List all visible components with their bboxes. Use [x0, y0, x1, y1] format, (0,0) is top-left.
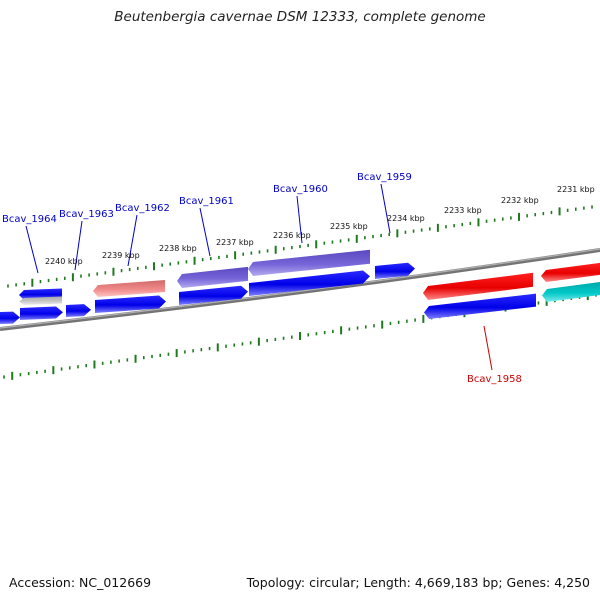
- gene-label-connector: [199, 207, 211, 257]
- tick-label: 2235 kbp: [330, 222, 368, 231]
- accession-text: Accession: NC_012669: [9, 575, 152, 590]
- gene-label-connector: [380, 183, 391, 234]
- gene-e: [179, 285, 248, 305]
- gene-label[interactable]: Bcav_1958: [467, 374, 522, 385]
- gene-label[interactable]: Bcav_1963: [59, 209, 114, 220]
- gene-label[interactable]: Bcav_1964: [2, 214, 57, 225]
- tick-label: 2237 kbp: [216, 238, 254, 247]
- gene-red-2: [541, 262, 600, 282]
- gene-label-connector: [296, 195, 303, 244]
- gene-bcav-1960: [248, 249, 370, 276]
- gene-label[interactable]: Bcav_1961: [179, 196, 234, 207]
- gene-bcav-1958: [424, 293, 536, 319]
- gene-f: [249, 270, 370, 296]
- genome-backbone-highlight: [0, 248, 600, 329]
- tick-label: 2240 kbp: [45, 257, 83, 266]
- gene-label[interactable]: Bcav_1959: [357, 172, 412, 183]
- gene-a: [0, 311, 20, 324]
- gene-bcav-1964-shade: [19, 296, 62, 305]
- gene-bcav-1961: [177, 266, 248, 288]
- tick-labels: 2240 kbp 2239 kbp 2238 kbp 2237 kbp 2236 kbp…: [45, 185, 595, 266]
- gene-features: [0, 249, 600, 324]
- gene-b: [20, 306, 63, 320]
- topology-summary: Topology: circular; Length: 4,669,183 bp…: [246, 575, 590, 590]
- gene-label-connector: [127, 214, 138, 267]
- gene-red-1: [423, 272, 533, 300]
- gene-label[interactable]: Bcav_1960: [273, 184, 328, 195]
- tick-label: 2238 kbp: [159, 244, 197, 253]
- gene-label-connectors: [25, 183, 493, 371]
- gene-label[interactable]: Bcav_1962: [115, 203, 170, 214]
- tick-label: 2231 kbp: [557, 185, 595, 194]
- gene-g: [375, 262, 415, 279]
- tick-label: 2233 kbp: [444, 206, 482, 215]
- gene-label-connector: [74, 220, 83, 271]
- tick-label: 2236 kbp: [273, 231, 311, 240]
- gene-label-connector: [483, 325, 493, 371]
- map-title: Beutenbergia cavernae DSM 12333, complet…: [114, 9, 486, 25]
- gene-c: [66, 304, 91, 317]
- gene-label-connector: [25, 225, 39, 274]
- tick-label: 2232 kbp: [501, 196, 539, 205]
- gene-d: [95, 295, 166, 313]
- tick-label: 2234 kbp: [387, 214, 425, 223]
- tick-label: 2239 kbp: [102, 251, 140, 260]
- gene-bcav-1962: [93, 279, 165, 297]
- upper-tick-row: [7, 205, 593, 288]
- genome-backbone: [0, 248, 600, 331]
- gene-cyan: [542, 282, 600, 302]
